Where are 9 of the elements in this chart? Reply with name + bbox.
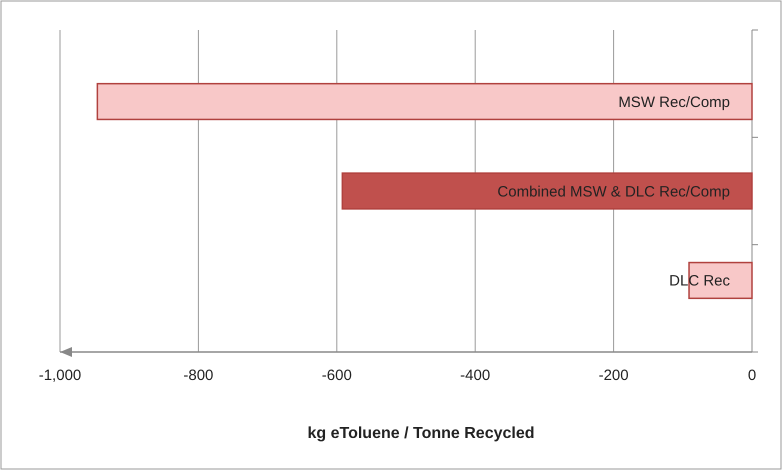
x-tick-label: -400 (460, 367, 490, 384)
x-tick-label: 0 (748, 367, 756, 384)
y-tick-label: MSW Rec/Comp (618, 94, 730, 111)
x-tick-label: -200 (598, 367, 629, 384)
x-tick-label: -800 (183, 367, 214, 384)
y-tick-label: Combined MSW & DLC Rec/Comp (497, 183, 730, 200)
x-axis-title: kg eToluene / Tonne Recycled (307, 425, 535, 442)
x-tick-label: -1,000 (38, 367, 82, 384)
x-tick-label: -600 (322, 367, 352, 384)
